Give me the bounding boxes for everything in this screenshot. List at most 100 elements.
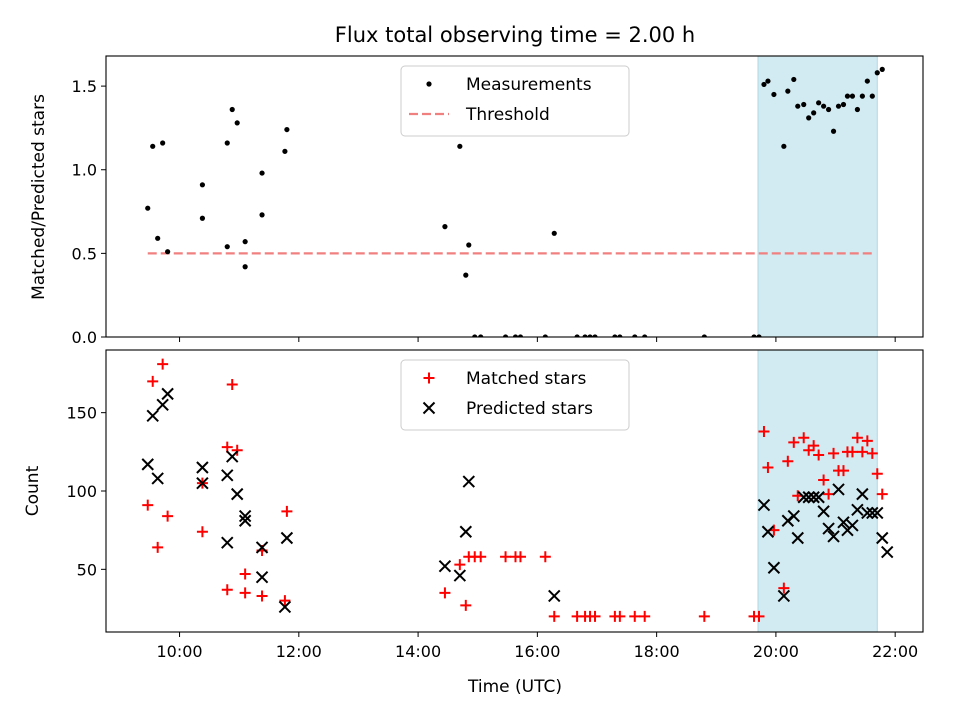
data-point xyxy=(876,531,889,545)
x-tick-label: 10:00 xyxy=(156,642,202,661)
data-point xyxy=(767,561,781,574)
data-point xyxy=(517,334,524,337)
data-point xyxy=(147,375,159,387)
chart-title: Flux total observing time = 2.00 h xyxy=(335,23,695,47)
series-predicted-stars xyxy=(141,387,894,614)
top-y-tick-label: 1.5 xyxy=(72,77,97,96)
data-point xyxy=(592,334,598,337)
data-point xyxy=(778,582,790,594)
data-point xyxy=(753,610,765,622)
data-point xyxy=(161,387,174,401)
data-point xyxy=(196,476,209,490)
data-point xyxy=(632,334,638,337)
data-point xyxy=(548,589,561,603)
data-point xyxy=(478,334,484,337)
data-point xyxy=(866,506,879,520)
series-measurements xyxy=(145,66,885,337)
data-point xyxy=(231,444,243,456)
data-point xyxy=(614,610,626,622)
data-point xyxy=(757,498,771,512)
data-point xyxy=(822,522,835,535)
data-point xyxy=(817,505,830,518)
legend-label: Threshold xyxy=(465,105,550,125)
data-point xyxy=(876,488,888,500)
data-point xyxy=(472,334,478,337)
data-point xyxy=(781,143,787,149)
data-point xyxy=(162,510,174,522)
bottom-y-tick-label: 150 xyxy=(66,404,97,423)
top-y-tick-label: 0.5 xyxy=(72,244,97,263)
data-point xyxy=(466,242,472,248)
data-point xyxy=(861,435,873,447)
data-point xyxy=(642,334,648,337)
bottom-y-axis-label: Count xyxy=(23,465,43,516)
data-point xyxy=(238,509,252,523)
data-point xyxy=(439,587,451,599)
data-point xyxy=(457,143,463,149)
data-point xyxy=(787,509,800,523)
legend-label: Predicted stars xyxy=(466,399,593,419)
data-point xyxy=(869,93,875,99)
data-point xyxy=(801,101,807,108)
data-point xyxy=(145,205,151,211)
data-point xyxy=(830,128,837,134)
data-point xyxy=(238,514,252,527)
data-point xyxy=(849,93,856,99)
top-y-tick-label: 1.0 xyxy=(72,161,97,180)
data-point xyxy=(453,569,467,582)
data-point xyxy=(859,93,865,99)
data-point xyxy=(871,506,884,520)
data-point xyxy=(224,140,230,146)
data-point xyxy=(160,140,166,146)
data-point xyxy=(460,599,472,611)
data-point xyxy=(823,488,835,500)
x-tick-label: 22:00 xyxy=(872,642,918,661)
bottom-legend: Matched stars Predicted stars xyxy=(400,359,630,431)
data-point xyxy=(454,559,466,571)
bottom-y-tick-label: 50 xyxy=(77,560,97,579)
data-point xyxy=(255,541,269,554)
data-point xyxy=(239,568,251,580)
data-point xyxy=(771,91,777,98)
data-point xyxy=(239,587,251,599)
data-point xyxy=(825,106,832,113)
data-point xyxy=(762,462,774,473)
data-point xyxy=(701,334,707,337)
x-axis-label: Time (UTC) xyxy=(467,677,562,697)
data-point xyxy=(156,398,169,412)
bottom-highlight-span xyxy=(757,349,878,633)
data-point xyxy=(281,505,293,517)
data-point xyxy=(791,531,804,545)
data-point xyxy=(502,334,509,337)
data-point xyxy=(282,148,288,154)
data-point xyxy=(221,469,234,482)
data-point xyxy=(196,526,208,538)
data-point xyxy=(802,491,815,504)
top-y-axis-label: Matched/Predicted stars xyxy=(29,94,49,300)
data-point xyxy=(548,610,560,622)
data-point xyxy=(589,610,601,622)
data-point xyxy=(221,536,234,549)
data-point xyxy=(854,106,861,113)
data-point xyxy=(827,530,840,543)
data-point xyxy=(242,239,248,245)
data-point xyxy=(871,468,883,480)
data-point xyxy=(803,444,815,456)
data-point xyxy=(459,525,473,538)
data-point xyxy=(142,499,154,511)
data-point xyxy=(587,334,593,337)
data-point xyxy=(438,559,452,573)
data-point xyxy=(278,600,292,614)
data-point xyxy=(798,432,810,444)
data-point xyxy=(612,334,618,337)
data-point xyxy=(151,472,164,485)
data-point xyxy=(284,126,290,133)
data-point xyxy=(808,440,820,452)
data-point xyxy=(881,545,894,559)
data-point xyxy=(698,610,710,622)
data-point xyxy=(514,551,526,563)
data-point xyxy=(795,103,801,109)
data-point xyxy=(146,409,159,423)
legend-marker-swatch xyxy=(423,372,435,384)
data-point xyxy=(837,516,850,529)
